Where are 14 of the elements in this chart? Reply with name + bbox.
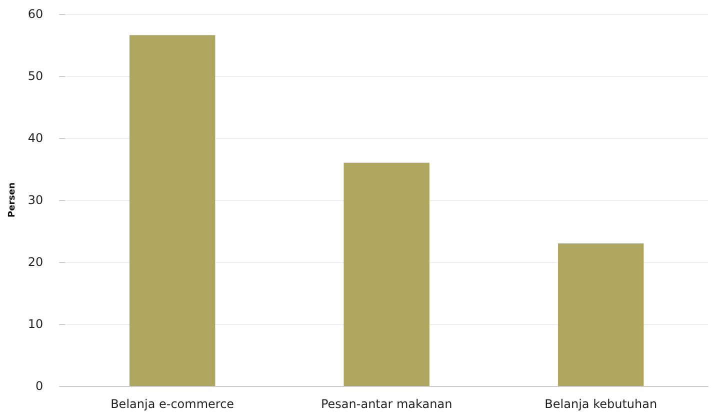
y-tick-label: 50 bbox=[28, 69, 44, 83]
y-tick-label: 30 bbox=[28, 193, 44, 207]
y-axis-title: Persen bbox=[8, 182, 18, 218]
y-tick-label: 60 bbox=[28, 7, 44, 21]
bar bbox=[344, 162, 430, 386]
y-tick-label: 0 bbox=[36, 379, 44, 393]
y-tick-label: 40 bbox=[28, 131, 44, 145]
bar bbox=[129, 35, 216, 386]
x-tick-label: Belanja kebutuhan bbox=[544, 397, 658, 411]
y-tick-label: 10 bbox=[28, 317, 44, 331]
x-tick-label: Pesan-antar makanan bbox=[320, 397, 452, 411]
x-tick-label: Belanja e-commerce bbox=[110, 397, 234, 411]
y-tick-label: 20 bbox=[28, 255, 44, 269]
bar bbox=[558, 243, 644, 386]
